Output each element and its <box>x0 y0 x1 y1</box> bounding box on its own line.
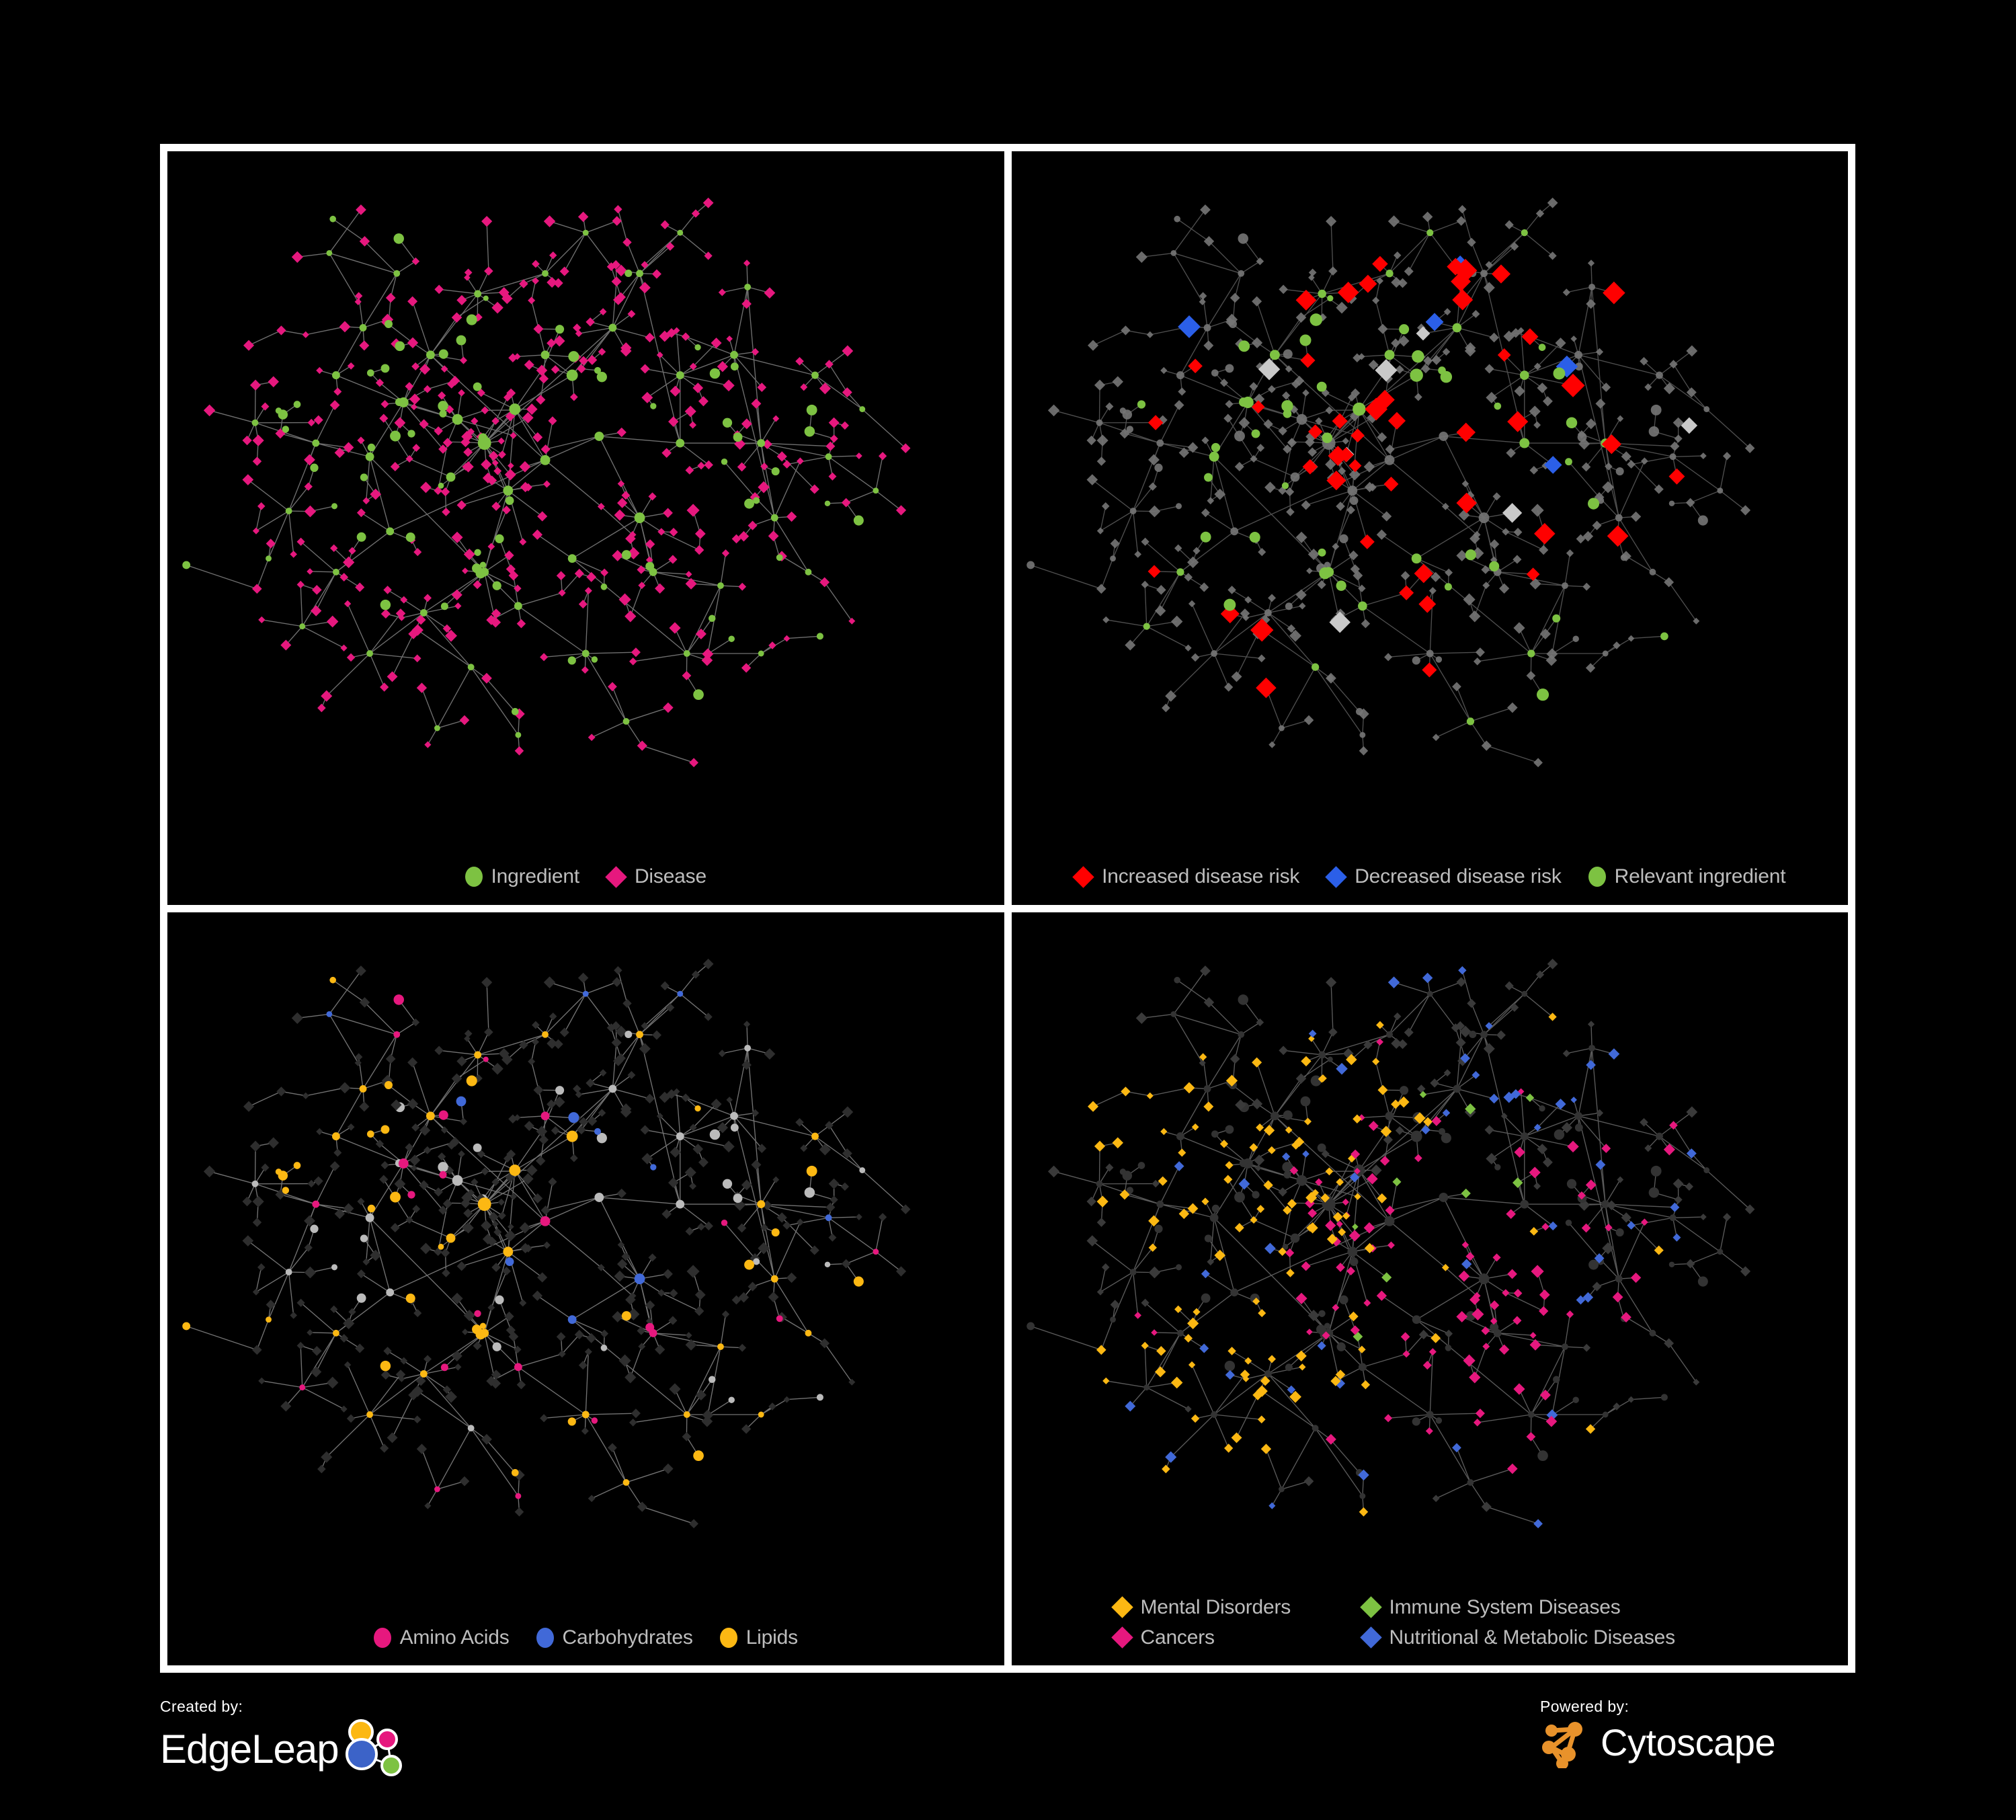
network-canvas-nutrient-class[interactable] <box>167 912 1004 1666</box>
panel-ingredient-disease[interactable]: Ingredient Disease <box>167 151 1004 905</box>
cytoscape-wordmark: Cytoscape <box>1601 1721 1776 1764</box>
panel-nutrient-class[interactable]: Amino Acids Carbohydrates Lipids <box>167 912 1004 1666</box>
network-canvas-disease-class[interactable] <box>1012 912 1849 1666</box>
cytoscape-node-icon <box>1542 1722 1582 1768</box>
panel-disease-risk[interactable]: Increased disease risk Decreased disease… <box>1011 151 1849 905</box>
edgeleap-node-icon <box>345 1719 402 1776</box>
network-canvas-ingredient-disease[interactable] <box>167 151 1004 905</box>
edgeleap-wordmark: EdgeLeap <box>160 1726 339 1772</box>
created-by-block: Created by: EdgeLeap <box>160 1698 469 1798</box>
cytoscape-logo: Cytoscape <box>1540 1717 1776 1768</box>
figure-frame: Ingredient Disease Increased disease ris… <box>160 144 1855 1673</box>
figure-footer: Created by: EdgeLeap Powered by: <box>160 1677 1856 1805</box>
created-by-kicker: Created by: <box>160 1698 243 1715</box>
powered-by-kicker: Powered by: <box>1540 1698 1629 1715</box>
network-canvas-disease-risk[interactable] <box>1012 151 1849 905</box>
edgeleap-logo: EdgeLeap <box>160 1717 469 1781</box>
panel-disease-class[interactable]: Mental Disorders Immune System Diseases … <box>1011 912 1849 1666</box>
powered-by-block: Powered by: Cytoscape <box>1540 1698 1856 1798</box>
